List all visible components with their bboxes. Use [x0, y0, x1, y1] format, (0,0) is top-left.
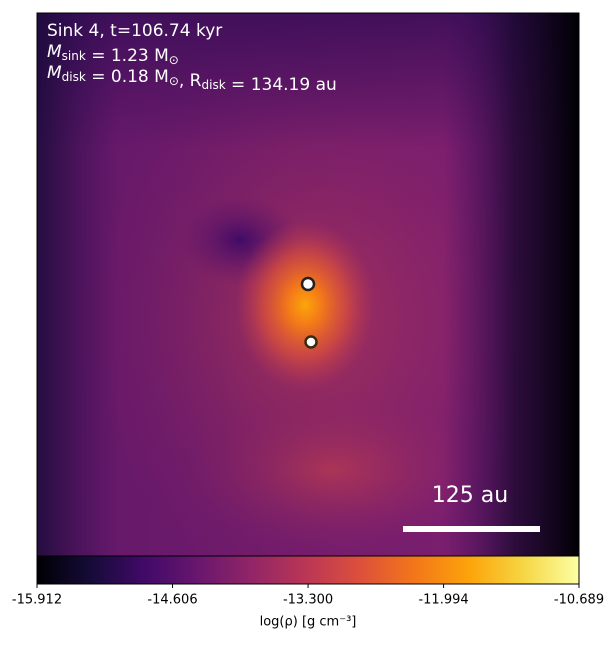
colorbar-tick-label: -13.300 [283, 593, 333, 608]
scale-bar-label: 125 au [432, 483, 508, 508]
annotation-text: = 1.23 M [86, 46, 169, 66]
annotation-subscript: disk [202, 78, 226, 92]
density-image [36, 12, 580, 580]
annotation-text: Sink 4, t=106.74 kyr [47, 21, 222, 41]
annotation-text: = 134.19 au [226, 75, 337, 95]
annotation-subscript: ⊙ [169, 53, 179, 67]
annotation-text: , R [179, 71, 202, 91]
annotation-text: M [47, 42, 62, 62]
colorbar-tick-label: -10.689 [554, 593, 604, 608]
annotation-subscript: ⊙ [169, 74, 179, 88]
scale-bar [403, 526, 540, 532]
colorbar-tick-label: -15.912 [12, 593, 62, 608]
colorbar-tick-label: -14.606 [147, 593, 197, 608]
colorbar-label: log(ρ) [g cm⁻³] [260, 615, 357, 630]
annotation-line: Mdisk = 0.18 M⊙, Rdisk = 134.19 au [47, 63, 337, 95]
annotation-subscript: sink [62, 49, 86, 63]
annotation-line: Msink = 1.23 M⊙ [47, 42, 179, 67]
annotation-line: Sink 4, t=106.74 kyr [47, 21, 222, 41]
annotation-subscript: disk [62, 70, 86, 84]
annotation-text: = 0.18 M [86, 67, 169, 87]
colorbar-axis: -15.912 -14.606 -13.300 -11.994 -10.689 [12, 584, 604, 608]
colorbar-tick-label: -11.994 [418, 593, 468, 608]
colorbar [36, 555, 580, 585]
annotation-text: M [47, 63, 62, 83]
